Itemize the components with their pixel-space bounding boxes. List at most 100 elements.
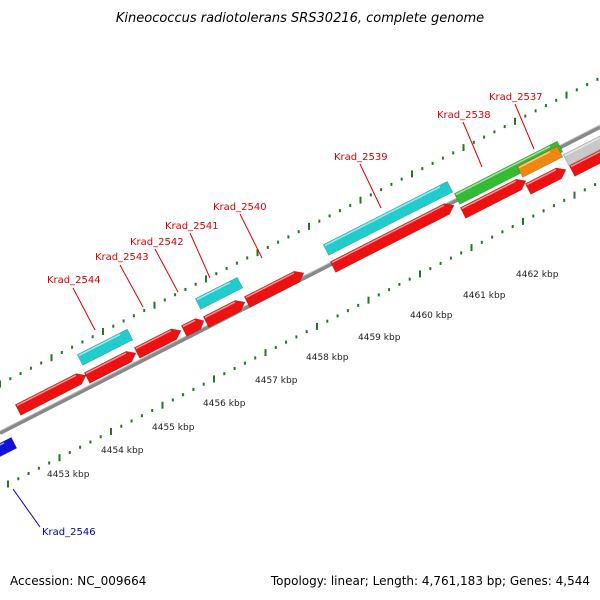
minor-tick: [223, 372, 226, 376]
minor-tick: [99, 435, 102, 439]
minor-tick: [122, 319, 125, 323]
minor-tick: [431, 161, 434, 165]
minor-tick: [542, 209, 545, 213]
minor-tick: [235, 261, 238, 265]
minor-tick: [171, 398, 174, 402]
minor-tick: [400, 177, 403, 181]
major-tick: [470, 244, 473, 252]
gene-krad-2538-arrow: [459, 178, 527, 219]
major-tick: [110, 427, 112, 435]
minor-tick: [552, 204, 555, 208]
lower-tick-row: [7, 183, 597, 488]
gene-leader-line: [189, 232, 211, 279]
minor-tick: [326, 319, 329, 323]
minor-tick: [441, 156, 444, 160]
scale-label: 4461 kbp: [463, 291, 506, 301]
gene-leader-line: [239, 213, 263, 259]
minor-tick: [48, 461, 51, 465]
major-tick: [522, 217, 524, 225]
scale-labels: 4453 kbp 4454 kbp 4455 kbp 4456 kbp 4457 kbp…: [47, 270, 559, 480]
minor-tick: [452, 151, 455, 155]
minor-tick: [380, 188, 383, 192]
minor-tick: [140, 414, 143, 418]
major-tick: [359, 196, 362, 204]
minor-tick: [555, 98, 558, 102]
gene-krad-2541-arrow: [180, 318, 205, 337]
minor-tick: [349, 203, 352, 207]
minor-tick: [586, 83, 589, 87]
minor-tick: [71, 345, 74, 349]
minor-tick: [17, 477, 20, 481]
minor-tick: [89, 440, 92, 444]
upper-tick-row: [0, 77, 599, 388]
minor-tick: [408, 277, 411, 281]
major-tick: [462, 144, 465, 152]
minor-tick: [27, 471, 30, 475]
minor-tick: [287, 235, 290, 239]
gene-label: Krad_2542: [130, 237, 184, 248]
minor-tick: [40, 361, 43, 365]
minor-tick: [79, 445, 82, 449]
minor-tick: [130, 419, 133, 423]
major-tick: [153, 301, 156, 309]
minor-tick: [472, 140, 475, 144]
minor-tick: [243, 361, 246, 365]
minor-tick: [338, 209, 341, 213]
gene-features: [0, 131, 600, 461]
minor-tick: [503, 125, 506, 129]
gene-krad-2544-cds: [76, 328, 134, 366]
gene-krad-2542-arrow: [133, 328, 182, 359]
minor-tick: [501, 230, 504, 234]
gene-label: Krad_2540: [213, 202, 267, 213]
minor-tick: [318, 219, 321, 223]
gene-krad-2546: [0, 437, 18, 461]
major-tick: [419, 270, 421, 278]
minor-tick: [357, 303, 360, 307]
minor-tick: [534, 109, 537, 113]
minor-tick: [37, 466, 40, 470]
gene-label: Krad_2539: [334, 152, 388, 163]
minor-tick: [19, 371, 22, 375]
minor-tick: [491, 235, 494, 239]
minor-tick: [192, 387, 195, 391]
major-tick: [102, 327, 104, 335]
scale-label: 4459 kbp: [358, 333, 401, 343]
gene-leader-line: [462, 121, 483, 168]
major-tick: [316, 322, 318, 330]
minor-tick: [449, 256, 452, 260]
gene-krad-2543-arrow: [83, 350, 137, 384]
minor-tick: [246, 256, 249, 260]
minor-tick: [112, 324, 115, 328]
minor-tick: [274, 345, 277, 349]
major-tick: [573, 191, 576, 199]
minor-tick: [163, 298, 166, 302]
minor-tick: [563, 198, 566, 202]
gene-label: Krad_2546: [42, 527, 96, 538]
gene-next-cds: [562, 131, 600, 166]
accession-label: Accession: NC_009664: [10, 574, 146, 588]
minor-tick: [483, 135, 486, 139]
major-tick: [308, 222, 310, 230]
minor-tick: [532, 214, 535, 218]
minor-tick: [328, 214, 331, 218]
gene-leader-line: [72, 287, 96, 331]
minor-tick: [81, 340, 84, 344]
scale-label: 4456 kbp: [203, 399, 246, 409]
scale-label: 4454 kbp: [101, 446, 144, 456]
gene-krad-2539-arrow: [329, 203, 455, 273]
minor-tick: [594, 183, 597, 187]
minor-tick: [544, 104, 547, 108]
gene-labels: Krad_2546 Krad_2544 Krad_2543 Krad_2542 Krad…: [12, 92, 543, 538]
map-title: Kineococcus radiotolerans SRS30216, comp…: [116, 11, 484, 26]
gene-krad-2537-cds: [516, 145, 564, 178]
minor-tick: [369, 193, 372, 197]
minor-tick: [388, 288, 391, 292]
minor-tick: [398, 282, 401, 286]
minor-tick: [305, 330, 308, 334]
major-tick: [565, 91, 568, 99]
major-tick: [367, 296, 370, 304]
scale-label: 4453 kbp: [47, 470, 90, 480]
gene-krad-2540b-arrow: [243, 270, 305, 308]
